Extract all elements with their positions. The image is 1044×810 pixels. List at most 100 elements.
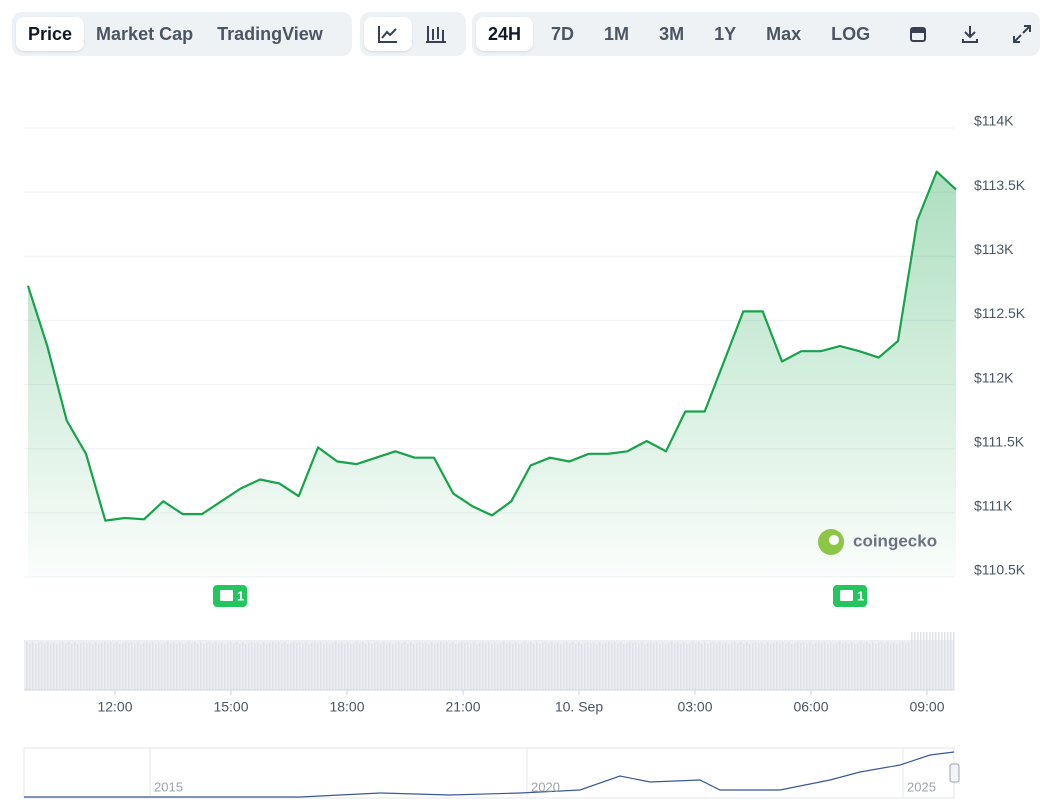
x-tick-label: 12:00 [97, 699, 132, 715]
volume-stripe [359, 643, 361, 690]
volume-stripe [626, 642, 628, 690]
volume-stripe [587, 641, 589, 690]
volume-stripe [80, 642, 82, 690]
volume-stripe [800, 643, 802, 690]
volume-stripe [797, 641, 799, 690]
volume-stripe [647, 642, 649, 690]
volume-stripe [530, 642, 532, 690]
calendar-button[interactable] [896, 17, 940, 51]
volume-stripe [572, 642, 574, 690]
fullscreen-button[interactable] [1000, 17, 1044, 51]
volume-stripe [158, 642, 160, 690]
volume-stripe [806, 643, 808, 690]
line-style-button[interactable] [364, 17, 412, 51]
range[interactable]: 24H [476, 17, 534, 51]
navigator-label: 2025 [907, 779, 936, 794]
volume-stripe [200, 642, 202, 690]
tab[interactable]: Market Cap [96, 23, 194, 44]
volume-stripe [257, 642, 259, 690]
volume-stripe [95, 642, 97, 690]
volume-stripe [308, 644, 310, 690]
volume-stripe [230, 641, 232, 690]
volume-stripe [74, 642, 76, 690]
x-tick-label: 21:00 [445, 699, 480, 715]
volume-stripe [356, 641, 358, 690]
tab[interactable]: TradingView [217, 23, 323, 44]
range[interactable]: 1Y [714, 23, 737, 44]
tab[interactable]: Price [16, 17, 85, 51]
volume-stripe [167, 641, 169, 690]
volume-stripe [443, 643, 445, 690]
volume-stripe [638, 643, 640, 690]
y-tick-label: $111K [974, 498, 1013, 514]
volume-stripe [503, 641, 505, 690]
volume-stripe [341, 642, 343, 690]
x-tick-label: 18:00 [329, 699, 364, 715]
volume-stripe [521, 642, 523, 690]
volume-stripe [260, 643, 262, 690]
volume-stripe [311, 642, 313, 690]
volume-stripe [608, 641, 610, 690]
volume-stripe [689, 642, 691, 690]
price-area [28, 171, 956, 577]
volume-stripe [890, 643, 892, 690]
volume-stripe [842, 643, 844, 690]
range[interactable]: LOG [831, 23, 871, 44]
download-button[interactable] [948, 17, 992, 51]
range[interactable]: 3M [659, 23, 685, 44]
volume-stripe [917, 632, 919, 690]
volume-stripe [713, 641, 715, 690]
volume-stripe [302, 643, 304, 690]
volume-stripe [215, 642, 217, 690]
volume-stripe [128, 643, 130, 690]
volume-stripe [740, 642, 742, 690]
volume-stripe [113, 643, 115, 690]
volume-stripe [284, 642, 286, 690]
range-tabs: 24H 7D 1M 3M 1Y Max LOG [472, 12, 1040, 56]
volume-stripe [860, 641, 862, 690]
volume-stripe [551, 642, 553, 690]
volume-stripe [485, 643, 487, 690]
event-badge[interactable]: 1 [833, 585, 867, 607]
volume-stripe [698, 642, 700, 690]
volume-stripe [191, 643, 193, 690]
volume-stripe [392, 644, 394, 690]
volume-stripe [704, 642, 706, 690]
volume-stripe [947, 632, 949, 690]
volume-stripe [290, 642, 292, 690]
volume-stripe [137, 642, 139, 690]
volume-stripe [908, 642, 910, 690]
volume-stripe [560, 644, 562, 690]
volume-stripe [35, 644, 37, 690]
volume-stripe [176, 643, 178, 690]
x-tick-label: 03:00 [677, 699, 712, 715]
volume-stripe [776, 641, 778, 690]
volume-stripe [62, 641, 64, 690]
event-badge[interactable]: 1 [213, 585, 247, 607]
volume-stripe [821, 643, 823, 690]
volume-stripe [545, 641, 547, 690]
candle-style-button[interactable] [412, 17, 460, 51]
volume-stripe [248, 642, 250, 690]
volume-stripe [761, 642, 763, 690]
range[interactable]: Max [766, 23, 802, 44]
navigator-label: 2015 [154, 779, 183, 794]
range[interactable]: 1M [604, 23, 630, 44]
volume-stripe [305, 642, 307, 690]
volume-stripe [665, 644, 667, 690]
icon [426, 26, 446, 43]
volume-stripe [923, 632, 925, 690]
volume-stripe [353, 642, 355, 690]
volume-stripe [155, 643, 157, 690]
volume-stripe [836, 642, 838, 690]
volume-stripe [296, 643, 298, 690]
volume-stripe [221, 642, 223, 690]
volume-stripe [314, 641, 316, 690]
volume-stripe [467, 642, 469, 690]
volume-stripe [218, 643, 220, 690]
volume-stripe [170, 643, 172, 690]
range[interactable]: 7D [551, 23, 575, 44]
volume-stripe [668, 642, 670, 690]
volume-stripe [710, 642, 712, 690]
volume-stripe [815, 642, 817, 690]
